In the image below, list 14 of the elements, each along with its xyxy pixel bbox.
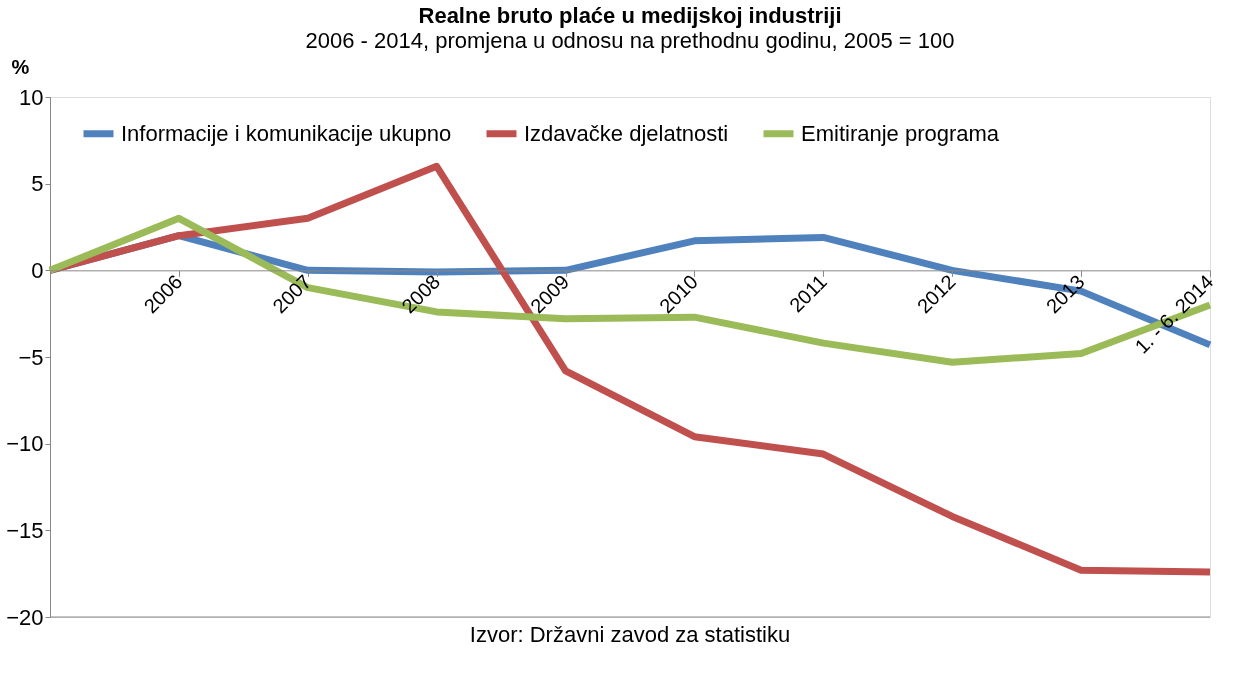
chart-subtitle: 2006 - 2014, promjena u odnosu na prethodnu godinu, 2005 = 100 <box>305 28 955 53</box>
y-tick-label: −15 <box>6 517 44 543</box>
y-tick-label: 5 <box>31 171 44 197</box>
legend-label: Informacije i komunikacije ukupno <box>121 120 452 146</box>
legend-label: Emitiranje programa <box>801 120 1000 146</box>
y-tick-label: 0 <box>31 257 44 283</box>
y-tick-label: 10 <box>19 84 44 110</box>
y-tick-label: −10 <box>6 431 44 457</box>
y-tick-label: −5 <box>18 344 44 370</box>
y-axis-title: % <box>11 55 30 78</box>
text: Izvor: Državni zavod za statistiku <box>469 622 791 647</box>
y-tick-label: −20 <box>6 604 44 630</box>
chart-title: Realne bruto plaće u medijskoj industriji <box>418 3 842 28</box>
legend-label: Izdavačke djelatnosti <box>524 120 729 146</box>
